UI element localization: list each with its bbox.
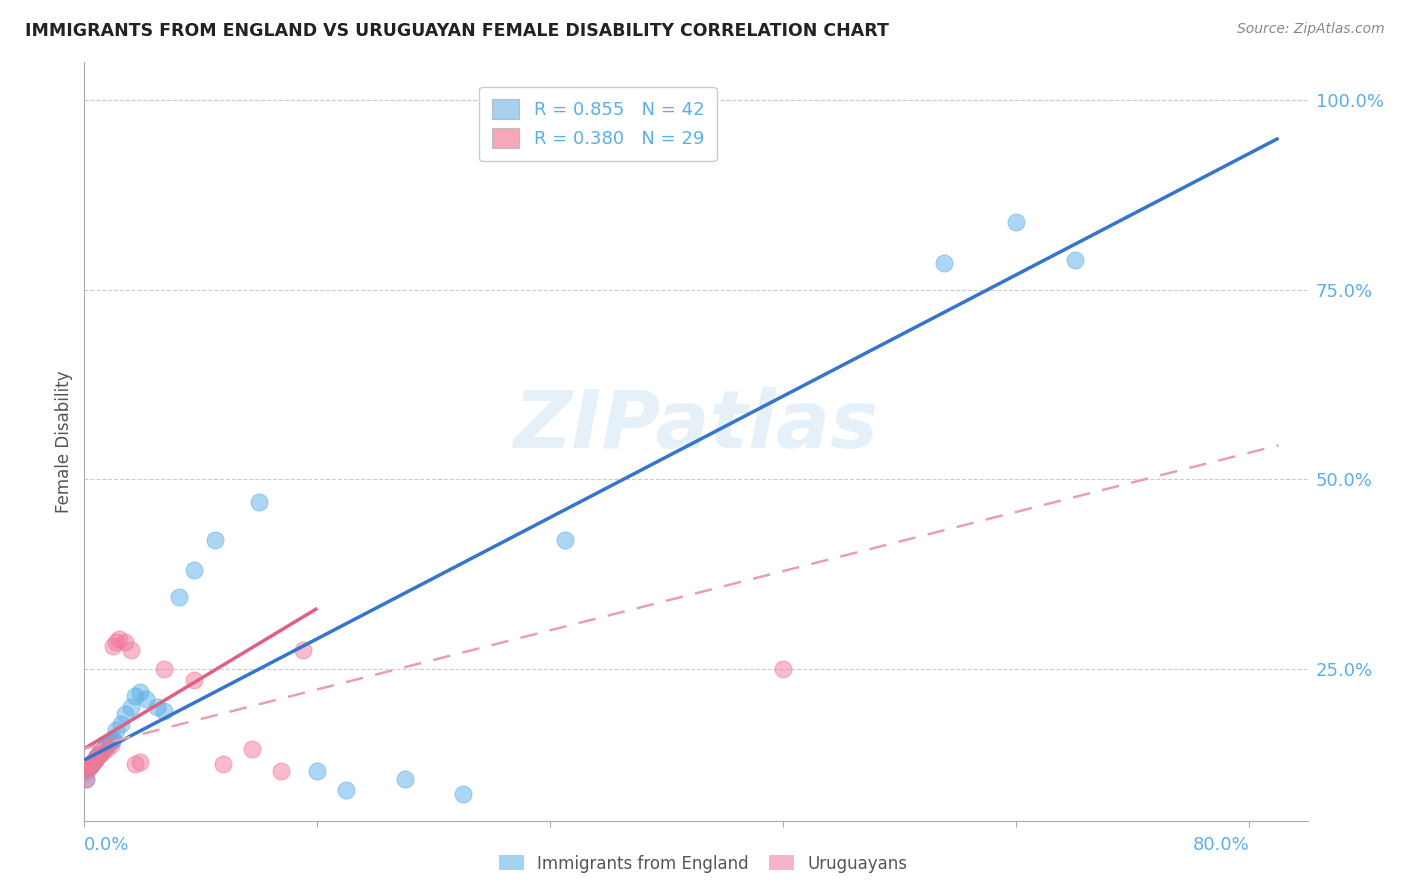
Point: [83, 753, 105, 767]
Point: [120, 643, 142, 657]
Point: [128, 755, 150, 769]
Point: [204, 533, 226, 547]
Point: [183, 564, 205, 578]
Point: [83, 753, 105, 767]
Point: [80, 756, 103, 771]
Point: [90, 744, 112, 758]
Point: [108, 632, 131, 646]
Point: [76, 762, 98, 776]
Point: [114, 635, 136, 649]
Point: [105, 723, 128, 737]
Point: [211, 756, 233, 771]
Point: [97, 736, 120, 750]
Point: [101, 732, 124, 747]
Point: [79, 757, 101, 772]
Text: 0.0%: 0.0%: [84, 836, 129, 854]
Point: [114, 707, 136, 722]
Point: [153, 704, 176, 718]
Point: [87, 747, 110, 761]
Point: [146, 699, 169, 714]
Point: [75, 762, 97, 776]
Point: [1063, 252, 1085, 267]
Point: [89, 747, 111, 761]
Point: [307, 764, 329, 779]
Point: [153, 662, 176, 676]
Point: [124, 689, 146, 703]
Point: [451, 787, 474, 801]
Text: Source: ZipAtlas.com: Source: ZipAtlas.com: [1237, 22, 1385, 37]
Point: [240, 741, 263, 756]
Point: [394, 772, 416, 786]
Point: [82, 755, 104, 769]
Point: [77, 759, 100, 773]
Point: [100, 738, 122, 752]
Point: [86, 750, 108, 764]
Point: [82, 755, 104, 769]
Point: [772, 662, 794, 676]
Point: [103, 639, 125, 653]
Point: [96, 741, 118, 756]
Point: [135, 692, 157, 706]
Point: [105, 635, 128, 649]
Point: [167, 590, 190, 604]
Point: [89, 746, 111, 760]
Point: [75, 772, 97, 786]
Text: IMMIGRANTS FROM ENGLAND VS URUGUAYAN FEMALE DISABILITY CORRELATION CHART: IMMIGRANTS FROM ENGLAND VS URUGUAYAN FEM…: [25, 22, 889, 40]
Point: [110, 716, 132, 731]
Point: [554, 533, 576, 547]
Point: [270, 764, 292, 779]
Point: [84, 751, 107, 765]
Point: [75, 764, 97, 779]
Point: [93, 739, 115, 754]
Point: [76, 760, 98, 774]
Legend: R = 0.855   N = 42, R = 0.380   N = 29: R = 0.855 N = 42, R = 0.380 N = 29: [479, 87, 717, 161]
Point: [90, 746, 112, 760]
Point: [247, 495, 270, 509]
Point: [291, 643, 314, 657]
Point: [91, 741, 114, 756]
Legend: Immigrants from England, Uruguayans: Immigrants from England, Uruguayans: [492, 848, 914, 880]
Point: [79, 759, 101, 773]
Point: [183, 673, 205, 688]
Text: 80.0%: 80.0%: [1192, 836, 1250, 854]
Point: [128, 685, 150, 699]
Point: [932, 256, 955, 270]
Point: [100, 734, 122, 748]
Point: [335, 783, 357, 797]
Text: ZIPatlas: ZIPatlas: [513, 387, 879, 466]
Point: [84, 751, 107, 765]
Point: [77, 760, 100, 774]
Point: [1005, 215, 1028, 229]
Point: [98, 735, 121, 749]
Point: [86, 749, 108, 764]
Point: [124, 756, 146, 771]
Point: [75, 772, 97, 786]
Point: [87, 748, 110, 763]
Point: [103, 731, 125, 746]
Y-axis label: Female Disability: Female Disability: [55, 370, 73, 513]
Point: [80, 756, 103, 770]
Point: [96, 738, 118, 752]
Point: [120, 699, 142, 714]
